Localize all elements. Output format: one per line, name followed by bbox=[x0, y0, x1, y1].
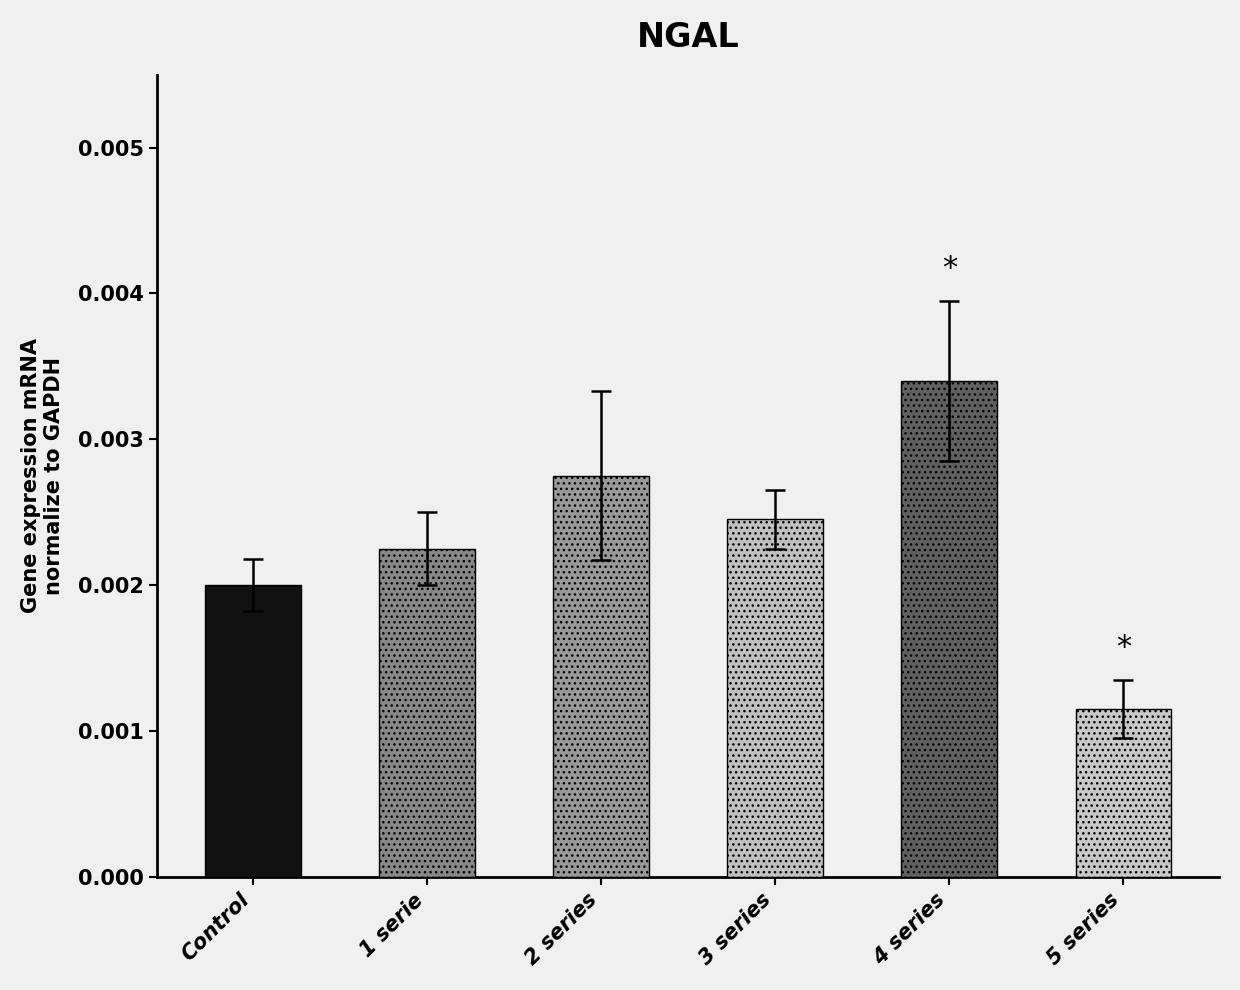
Text: *: * bbox=[1116, 634, 1131, 662]
Text: *: * bbox=[941, 254, 957, 283]
Bar bbox=[553, 475, 649, 877]
Bar bbox=[205, 585, 301, 877]
Y-axis label: Gene expression mRNA
normalize to GAPDH: Gene expression mRNA normalize to GAPDH bbox=[21, 339, 64, 613]
Bar bbox=[1075, 709, 1172, 877]
Title: NGAL: NGAL bbox=[637, 21, 739, 53]
Bar bbox=[728, 520, 823, 877]
Bar bbox=[901, 381, 997, 877]
Bar bbox=[379, 548, 475, 877]
